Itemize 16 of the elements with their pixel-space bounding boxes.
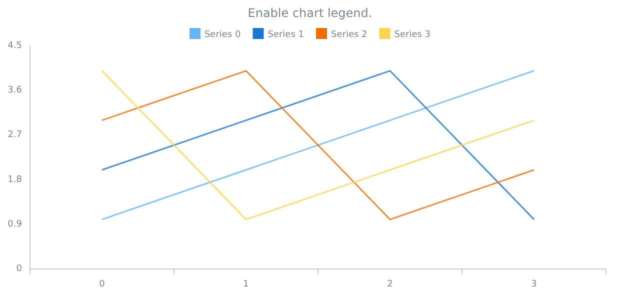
chart-title: Enable chart legend. [248,6,372,20]
y-tick-label: 0 [16,264,22,274]
legend-label: Series 0 [204,30,242,40]
legend-label: Series 3 [394,30,431,40]
x-tick-label: 3 [531,279,537,290]
y-tick-label: 2.7 [8,130,22,140]
line-series [101,70,535,220]
x-tick-label: 1 [243,279,249,290]
y-tick-label: 3.6 [8,86,22,96]
x-tick-label: 2 [387,279,393,290]
legend-label: Series 2 [331,30,368,40]
x-tick-label: 0 [99,279,106,290]
legend-label: Series 1 [268,30,304,40]
y-tick-label: 0.9 [8,219,22,230]
y-tick-label: 4.5 [8,41,22,51]
y-tick-label: 1.8 [8,174,22,185]
